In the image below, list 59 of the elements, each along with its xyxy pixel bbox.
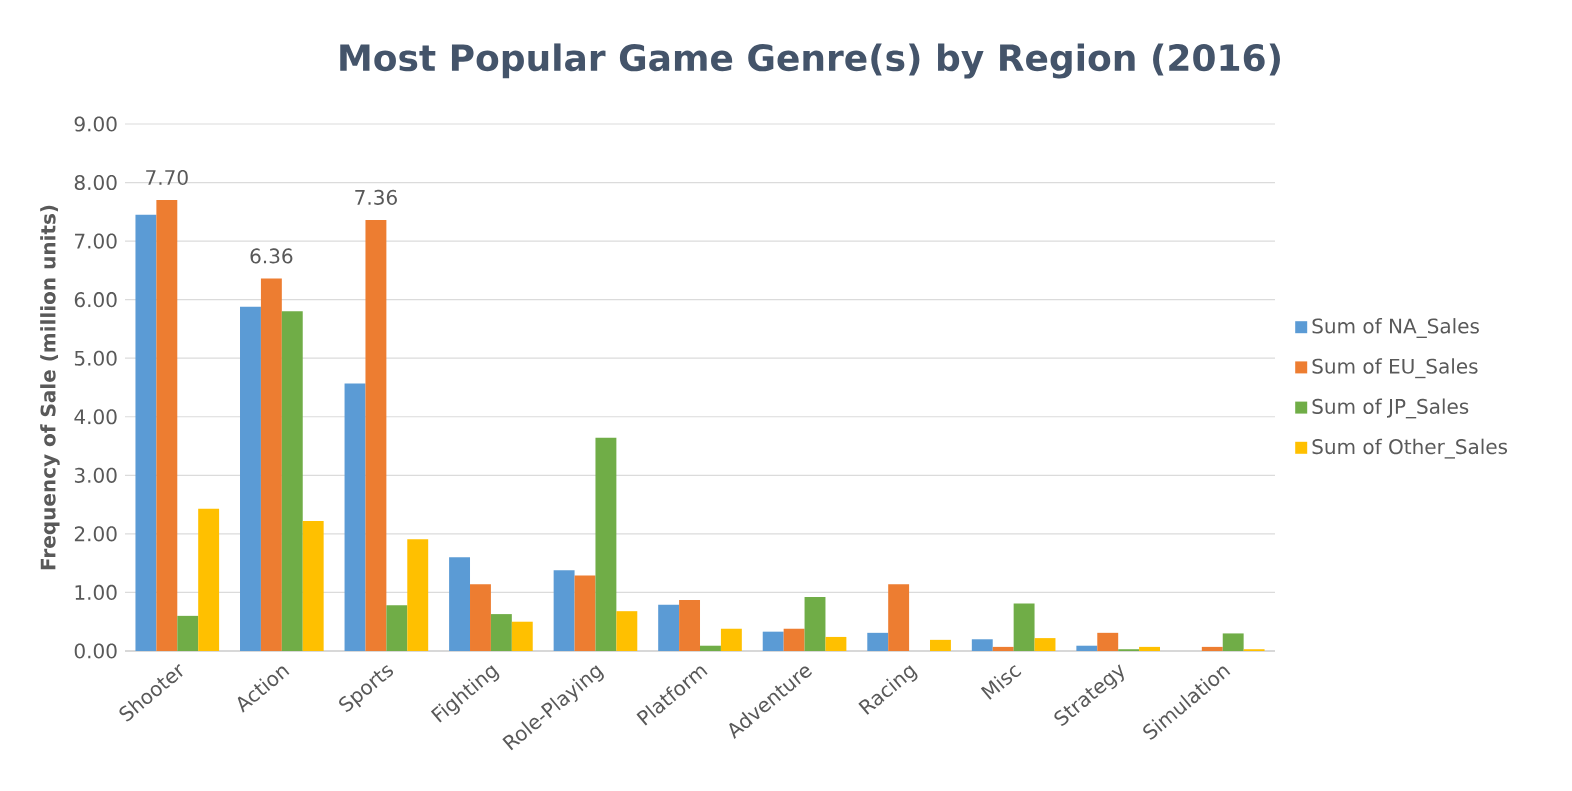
bar [1097, 632, 1119, 651]
bar [595, 437, 617, 651]
bar [1034, 638, 1056, 651]
bar [992, 646, 1014, 651]
bar [762, 631, 784, 651]
y-tick-label: 2.00 [74, 526, 117, 542]
bar [1201, 646, 1223, 651]
y-tick-label: 6.00 [74, 292, 117, 308]
data-label: 7.36 [355, 189, 397, 205]
legend-label: Sum of JP_Sales [1312, 398, 1469, 419]
bar [470, 584, 491, 651]
bar [490, 614, 512, 651]
y-tick-label: 7.00 [75, 233, 117, 249]
bar [1139, 646, 1161, 651]
bar [386, 605, 408, 651]
bar [198, 508, 220, 651]
bar [1076, 645, 1098, 651]
chart-title: Most Popular Game Genre(s) by Region (2016) [340, 43, 1280, 79]
bar [783, 628, 805, 651]
y-tick-label: 3.00 [74, 467, 117, 483]
bar [616, 611, 638, 651]
bar [449, 557, 471, 651]
legend-label: Sum of NA_Sales [1312, 318, 1479, 339]
bar [658, 604, 680, 651]
bar [302, 520, 324, 651]
y-tick-label: 8.00 [74, 174, 117, 191]
bar [344, 383, 366, 651]
bar [679, 600, 701, 651]
y-tick-label: 5.00 [74, 350, 117, 366]
bar [720, 628, 742, 651]
legend-label: Sum of Other_Sales [1312, 438, 1508, 459]
bar [825, 636, 847, 651]
y-tick-label: 9.00 [74, 116, 117, 132]
bar [511, 621, 533, 651]
bar [407, 539, 429, 651]
bar [240, 306, 261, 651]
bar [156, 200, 178, 651]
bar [971, 639, 993, 651]
bar [135, 214, 157, 651]
bar [281, 311, 303, 651]
y-axis-title: Frequency of Sale (million units) [40, 205, 60, 570]
y-tick-label: 1.00 [75, 584, 117, 600]
y-tick-label: 0.00 [74, 643, 117, 659]
bar [867, 632, 889, 651]
bar [177, 615, 199, 651]
bar [574, 575, 596, 651]
bar [1222, 633, 1244, 651]
bar [700, 645, 721, 651]
data-label: 7.70 [146, 169, 188, 186]
bar [930, 639, 951, 651]
bar [260, 278, 282, 651]
bar [888, 584, 910, 651]
y-tick-label: 4.00 [74, 409, 117, 425]
bar [804, 597, 826, 651]
bar [1013, 603, 1035, 651]
bar [365, 220, 387, 651]
bar [553, 570, 575, 651]
legend-label: Sum of EU_Sales [1312, 358, 1478, 379]
data-label: 6.36 [250, 248, 293, 264]
